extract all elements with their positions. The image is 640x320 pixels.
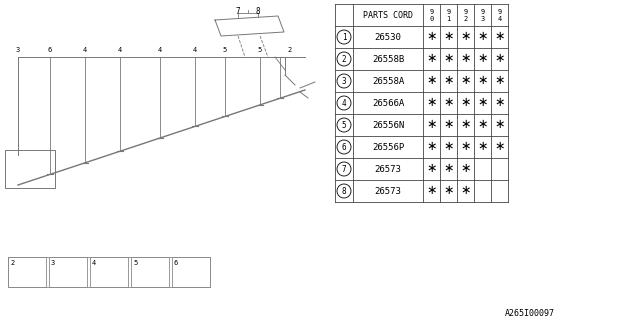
Text: 2: 2 <box>463 16 468 22</box>
Text: 4: 4 <box>158 47 162 53</box>
Text: 1: 1 <box>342 33 346 42</box>
Text: 4: 4 <box>118 47 122 53</box>
Text: 5: 5 <box>342 121 346 130</box>
Text: ∗: ∗ <box>477 75 488 87</box>
Text: ∗: ∗ <box>444 185 454 197</box>
Text: 3: 3 <box>16 47 20 53</box>
Text: 5: 5 <box>258 47 262 53</box>
Circle shape <box>337 184 351 198</box>
Bar <box>90 257 128 287</box>
Text: 9: 9 <box>497 9 502 15</box>
Text: 26556N: 26556N <box>372 121 404 130</box>
Text: ∗: ∗ <box>494 97 505 109</box>
Bar <box>49 257 87 287</box>
Text: ∗: ∗ <box>460 52 471 66</box>
Text: 1: 1 <box>446 16 451 22</box>
Text: ∗: ∗ <box>477 118 488 132</box>
Text: ∗: ∗ <box>426 118 436 132</box>
Text: 3: 3 <box>481 16 484 22</box>
Text: ∗: ∗ <box>494 52 505 66</box>
Text: ∗: ∗ <box>426 30 436 44</box>
Circle shape <box>337 30 351 44</box>
Text: 5: 5 <box>223 47 227 53</box>
Text: 9: 9 <box>481 9 484 15</box>
Text: 4: 4 <box>342 99 346 108</box>
Text: ∗: ∗ <box>444 140 454 154</box>
Text: 2: 2 <box>10 260 14 266</box>
Text: ∗: ∗ <box>477 97 488 109</box>
Text: PARTS CORD: PARTS CORD <box>363 11 413 20</box>
Text: ∗: ∗ <box>460 185 471 197</box>
Circle shape <box>337 52 351 66</box>
Text: ∗: ∗ <box>494 75 505 87</box>
Circle shape <box>337 74 351 88</box>
Text: ∗: ∗ <box>426 140 436 154</box>
Text: 6: 6 <box>174 260 179 266</box>
Text: ∗: ∗ <box>477 52 488 66</box>
Text: ∗: ∗ <box>494 30 505 44</box>
Text: ∗: ∗ <box>444 30 454 44</box>
Text: 4: 4 <box>83 47 87 53</box>
Circle shape <box>337 96 351 110</box>
Text: ∗: ∗ <box>494 118 505 132</box>
Text: ∗: ∗ <box>426 75 436 87</box>
Text: ∗: ∗ <box>460 97 471 109</box>
Text: ∗: ∗ <box>444 52 454 66</box>
Text: 4: 4 <box>193 47 197 53</box>
Bar <box>8 257 46 287</box>
Text: 8: 8 <box>342 187 346 196</box>
Text: 9: 9 <box>429 9 434 15</box>
Text: A265I00097: A265I00097 <box>505 308 555 317</box>
Text: 6: 6 <box>48 47 52 53</box>
Text: 3: 3 <box>51 260 55 266</box>
Text: 7: 7 <box>342 164 346 173</box>
Bar <box>131 257 169 287</box>
Text: 26573: 26573 <box>374 187 401 196</box>
Text: ∗: ∗ <box>444 118 454 132</box>
Text: ∗: ∗ <box>426 52 436 66</box>
Text: 4: 4 <box>92 260 96 266</box>
Text: 26558A: 26558A <box>372 76 404 85</box>
Text: 26573: 26573 <box>374 164 401 173</box>
Text: 9: 9 <box>446 9 451 15</box>
Text: ∗: ∗ <box>460 30 471 44</box>
Text: 2: 2 <box>342 54 346 63</box>
Bar <box>172 257 210 287</box>
Text: 4: 4 <box>497 16 502 22</box>
Text: ∗: ∗ <box>444 75 454 87</box>
Text: 7: 7 <box>236 6 240 15</box>
Text: 2: 2 <box>288 47 292 53</box>
Text: 6: 6 <box>342 142 346 151</box>
Text: 5: 5 <box>133 260 137 266</box>
Text: ∗: ∗ <box>444 97 454 109</box>
Text: ∗: ∗ <box>460 163 471 175</box>
Circle shape <box>337 140 351 154</box>
Circle shape <box>337 162 351 176</box>
Text: 9: 9 <box>463 9 468 15</box>
Text: ∗: ∗ <box>477 140 488 154</box>
Bar <box>5 150 55 188</box>
Text: ∗: ∗ <box>460 140 471 154</box>
Text: 0: 0 <box>429 16 434 22</box>
Text: ∗: ∗ <box>444 163 454 175</box>
Text: ∗: ∗ <box>477 30 488 44</box>
Text: 26556P: 26556P <box>372 142 404 151</box>
Text: 8: 8 <box>256 6 260 15</box>
Text: 26558B: 26558B <box>372 54 404 63</box>
Text: ∗: ∗ <box>494 140 505 154</box>
Text: 26566A: 26566A <box>372 99 404 108</box>
Circle shape <box>337 118 351 132</box>
Text: ∗: ∗ <box>460 118 471 132</box>
Text: ∗: ∗ <box>426 185 436 197</box>
Text: ∗: ∗ <box>426 163 436 175</box>
Text: 26530: 26530 <box>374 33 401 42</box>
Text: ∗: ∗ <box>426 97 436 109</box>
Text: 3: 3 <box>342 76 346 85</box>
Text: ∗: ∗ <box>460 75 471 87</box>
